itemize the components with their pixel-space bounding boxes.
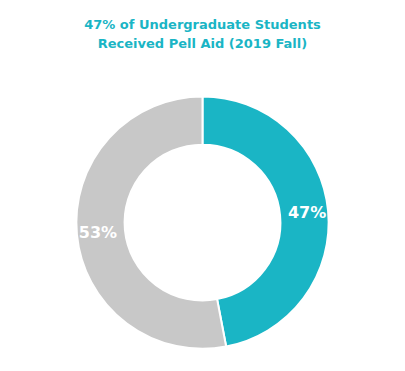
svg-text:47%: 47% xyxy=(288,203,326,222)
svg-text:47% of Undergraduate Students: 47% of Undergraduate Students xyxy=(84,17,321,32)
svg-text:53%: 53% xyxy=(79,223,117,242)
svg-text:Received Pell Aid (2019 Fall): Received Pell Aid (2019 Fall) xyxy=(98,36,307,51)
